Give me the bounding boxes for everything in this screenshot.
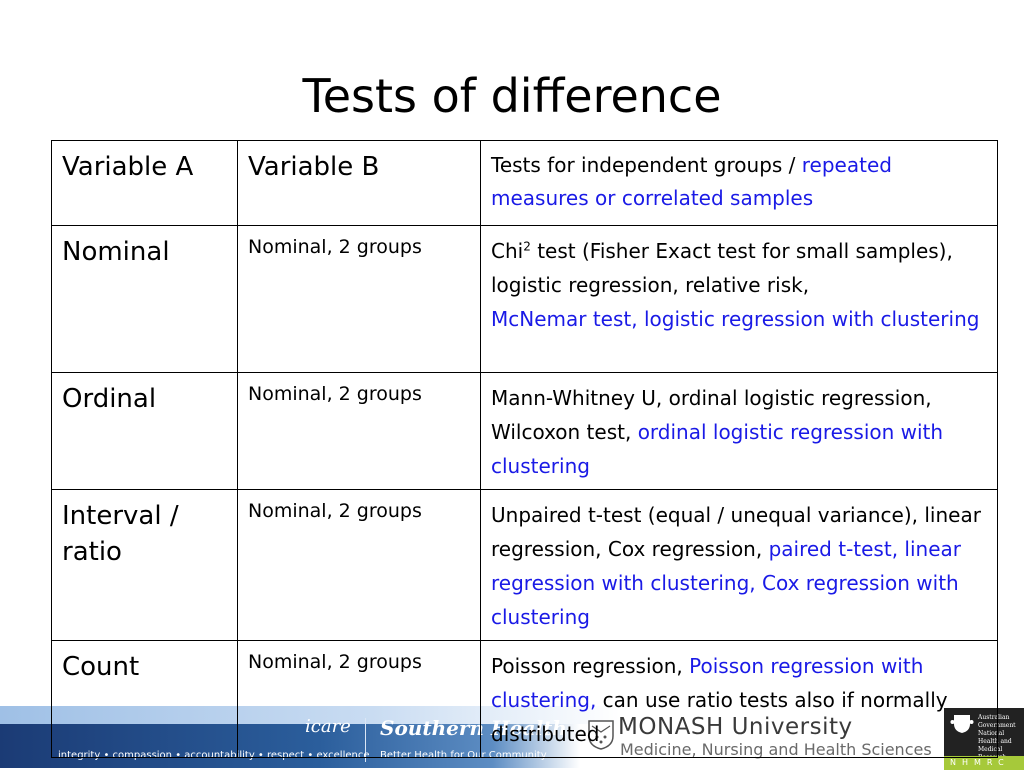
row-tests: Mann-Whitney U, ordinal logistic regress…	[480, 372, 998, 490]
row-variable-b: Nominal, 2 groups	[237, 225, 481, 373]
row-variable-a: Interval / ratio	[51, 489, 238, 641]
tests-repeated: Poisson regression with clustering,	[491, 654, 924, 712]
header-variable-a: Variable A	[51, 140, 238, 226]
tests-table: Variable A Variable B Tests for independ…	[51, 140, 998, 758]
table-row: Count Nominal, 2 groups Poisson regressi…	[51, 640, 998, 758]
row-variable-a: Ordinal	[51, 372, 238, 490]
slide-title: Tests of difference	[302, 69, 722, 123]
tests-repeated: McNemar test, logistic regression with c…	[491, 307, 980, 331]
row-tests: Chi2 test (Fisher Exact test for small s…	[480, 225, 998, 373]
nhmrc-letters: NHMRC	[944, 756, 1024, 770]
row-variable-b: Nominal, 2 groups	[237, 372, 481, 490]
row-tests: Unpaired t-test (equal / unequal varianc…	[480, 489, 998, 641]
table-row: Interval / ratio Nominal, 2 groups Unpai…	[51, 489, 998, 641]
tests-independent: test (Fisher Exact test for small sample…	[491, 239, 953, 297]
header-tests-repeated: repeated measures or correlated samples	[491, 153, 892, 210]
row-variable-b: Nominal, 2 groups	[237, 640, 481, 758]
row-variable-a: Count	[51, 640, 238, 758]
table-header-row: Variable A Variable B Tests for independ…	[51, 140, 998, 226]
tests-repeated: ordinal logistic regression with cluster…	[491, 420, 944, 478]
tests-independent: Unpaired t-test (equal / unequal varianc…	[491, 503, 981, 561]
tests-superscript: 2	[523, 239, 531, 254]
header-variable-b: Variable B	[237, 140, 481, 226]
header-tests-independent: Tests for independent groups /	[491, 153, 802, 177]
tests-repeated: paired t-test, linear regression with cl…	[491, 537, 961, 629]
header-tests: Tests for independent groups / repeated …	[480, 140, 998, 226]
row-variable-a: Nominal	[51, 225, 238, 373]
tests-independent: Mann-Whitney U, ordinal logistic regress…	[491, 386, 932, 444]
table-row: Nominal Nominal, 2 groups Chi2 test (Fis…	[51, 225, 998, 373]
tests-independent: Poisson regression,	[491, 654, 690, 678]
tests-prefix: Chi	[491, 239, 524, 263]
tests-tail: can use ratio tests also if normally dis…	[491, 688, 948, 746]
row-variable-b: Nominal, 2 groups	[237, 489, 481, 641]
table-row: Ordinal Nominal, 2 groups Mann-Whitney U…	[51, 372, 998, 490]
row-tests: Poisson regression, Poisson regression w…	[480, 640, 998, 758]
